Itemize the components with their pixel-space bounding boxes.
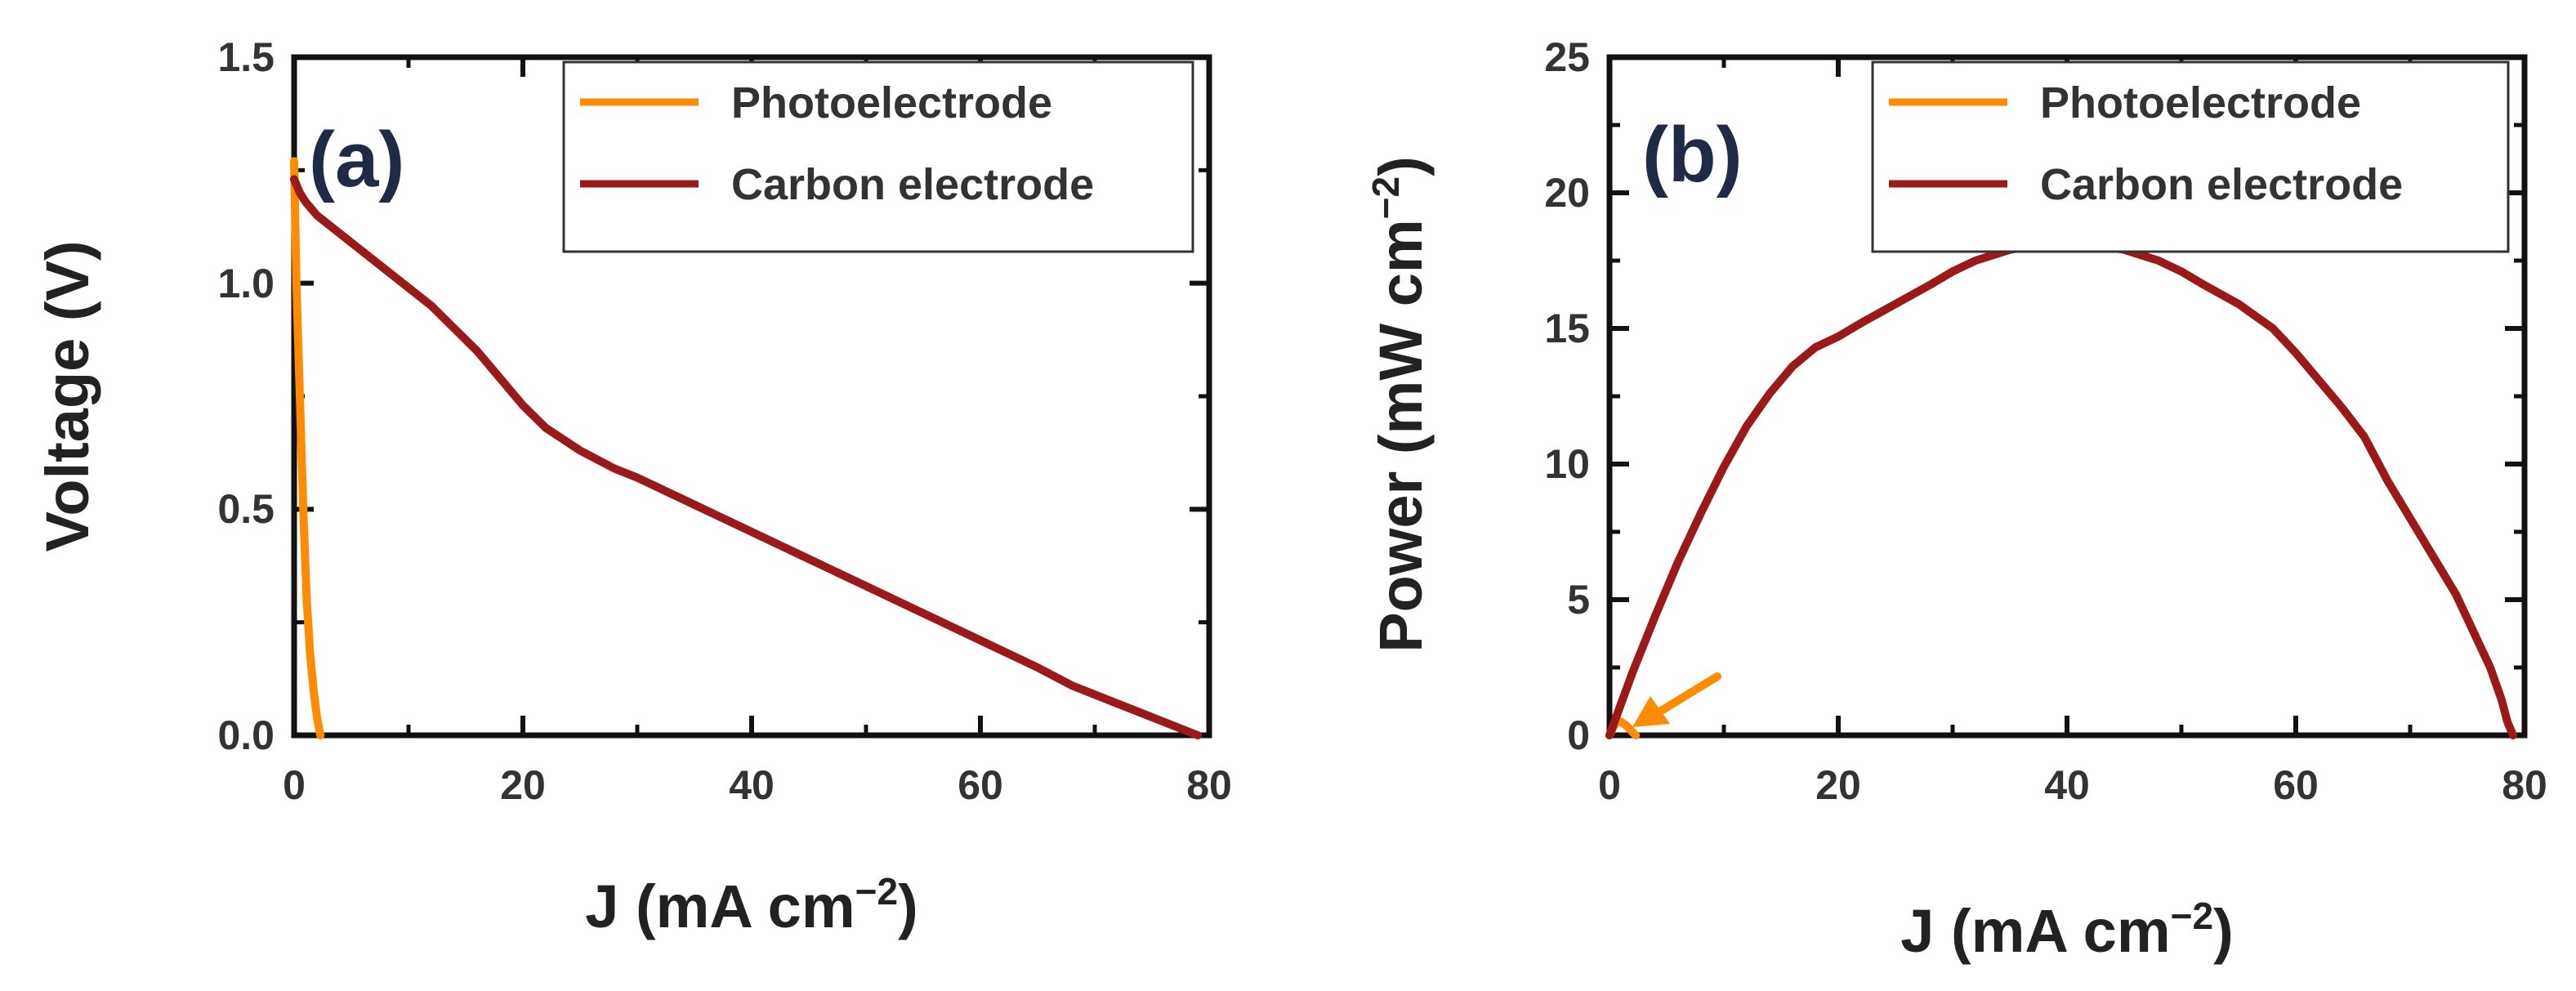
chart-b-xtick-label: 40 [2044,762,2090,808]
chart-b-y-axis-title: Power (mW cm−2) [1364,156,1435,653]
chart-b-x-axis-title-close: ) [2213,897,2234,965]
chart-a-series-photoelectrode [290,157,325,739]
chart-a-y-axis-title: Voltage (V) [33,241,101,552]
chart-b-panel-label: (b) [1642,111,1743,199]
chart-a-xtick-label: 0 [283,762,306,808]
chart-b-xtick-label: 60 [2273,762,2319,808]
chart-a-legend-label-carbon: Carbon electrode [731,160,1094,209]
chart-a-ytick-label: 0.0 [217,712,275,758]
chart-b-legend-label-carbon: Carbon electrode [2040,160,2403,209]
chart-a-xtick-label: 80 [1186,762,1232,808]
chart-a-legend-box [562,60,1194,253]
chart-b-x-axis-title-main: J (mA cm [1900,897,2170,965]
chart-a-legend: Photoelectrode Carbon electrode [562,60,1194,253]
chart-b-legend-box [1871,60,2510,253]
chart-b-ytick-label: 15 [1544,306,1590,351]
chart-b-x-axis-title: J (mA cm−2) [1900,895,2233,965]
chart-a-xtick-label: 40 [729,762,775,808]
chart-b-legend-label-photoelectrode: Photoelectrode [2040,78,2361,127]
chart-b: 0 5 10 15 20 25 0 20 40 60 80 J (mA cm−2… [1364,34,2547,965]
chart-a-panel-label: (a) [309,116,404,203]
chart-a-x-axis-title: J (mA cm−2) [585,870,917,940]
chart-b-y-axis-title-close: ) [1367,156,1435,176]
chart-a-x-axis-title-main: J (mA cm [585,873,855,940]
chart-b-ytick-label: 0 [1567,712,1590,758]
chart-b-ytick-label: 20 [1544,170,1590,216]
chart-a-ytick-label: 0.5 [217,486,275,532]
chart-a-ytick-label: 1.0 [217,261,275,306]
chart-b-series-carbon-electrode [1605,237,2517,739]
chart-b-x-axis-title-sup: −2 [2171,895,2213,937]
chart-a-x-axis-title-sup: −2 [855,870,898,913]
chart-b-series [1605,237,2517,739]
chart-a: 0.0 0.5 1.0 1.5 0 20 40 60 80 J (mA cm−2… [33,34,1232,940]
chart-b-ytick-label: 5 [1567,577,1590,623]
chart-a-ytick-label: 1.5 [217,34,275,80]
chart-b-annotation-arrow-icon [1632,672,1721,727]
chart-a-xtick-label: 20 [500,762,546,808]
chart-b-ytick-label: 25 [1544,34,1590,80]
chart-b-y-axis-title-main: Power (mW cm [1367,219,1435,652]
chart-a-series-carbon-electrode [290,175,1202,739]
chart-a-legend-label-photoelectrode: Photoelectrode [731,78,1052,127]
chart-b-xtick-label: 80 [2502,762,2547,808]
chart-b-ytick-label: 10 [1544,441,1590,487]
chart-a-series [290,157,1202,739]
chart-b-xtick-label: 0 [1598,762,1621,808]
chart-b-xtick-label: 20 [1815,762,1861,808]
chart-a-xtick-label: 60 [958,762,1003,808]
chart-a-x-axis-title-close: ) [898,873,918,940]
chart-b-legend: Photoelectrode Carbon electrode [1871,60,2510,253]
chart-b-y-axis-title-sup: −2 [1364,176,1407,219]
